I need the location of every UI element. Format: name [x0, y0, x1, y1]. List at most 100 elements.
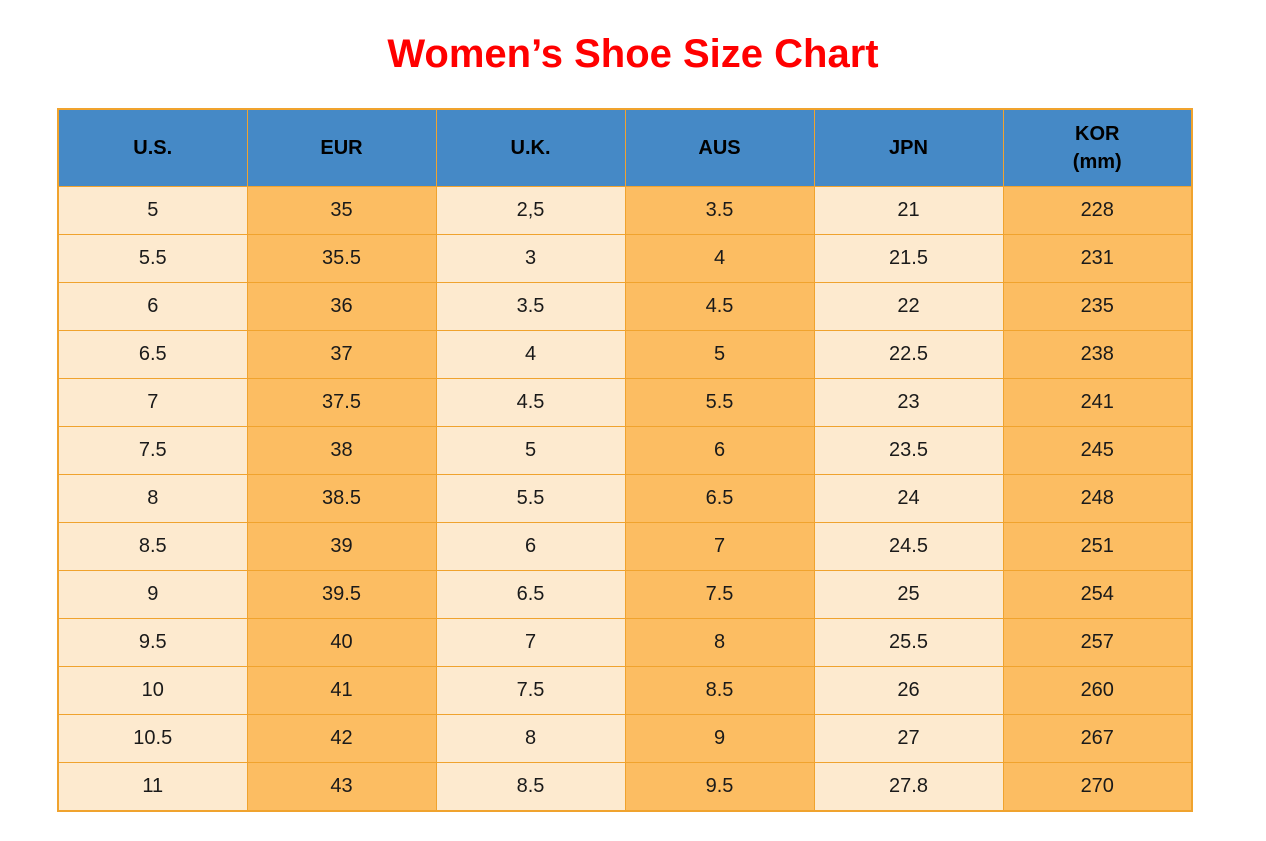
- column-header-aus: AUS: [624, 108, 815, 187]
- size-cell: 7: [624, 522, 815, 571]
- size-cell: 8.5: [435, 762, 626, 812]
- size-cell: 40: [246, 618, 437, 667]
- size-cell: 8: [624, 618, 815, 667]
- table-row: 9 39.5 6.5 7.5 25 254: [57, 570, 1193, 619]
- size-cell: 23: [813, 378, 1004, 427]
- size-cell: 38: [246, 426, 437, 475]
- size-cell: 8: [57, 474, 248, 523]
- size-cell: 9.5: [624, 762, 815, 812]
- size-cell: 21.5: [813, 234, 1004, 283]
- size-cell: 3.5: [435, 282, 626, 331]
- size-cell: 245: [1002, 426, 1193, 475]
- table-row: 5.5 35.5 3 4 21.5 231: [57, 234, 1193, 283]
- size-cell: 43: [246, 762, 437, 812]
- size-cell: 35.5: [246, 234, 437, 283]
- table-row: 6 36 3.5 4.5 22 235: [57, 282, 1193, 331]
- size-cell: 26: [813, 666, 1004, 715]
- column-header-uk: U.K.: [435, 108, 626, 187]
- size-cell: 251: [1002, 522, 1193, 571]
- size-cell: 24.5: [813, 522, 1004, 571]
- table-row: 5 35 2,5 3.5 21 228: [57, 186, 1193, 235]
- size-cell: 27.8: [813, 762, 1004, 812]
- size-cell: 4: [435, 330, 626, 379]
- size-cell: 6.5: [57, 330, 248, 379]
- size-cell: 7.5: [435, 666, 626, 715]
- size-cell: 11: [57, 762, 248, 812]
- size-cell: 35: [246, 186, 437, 235]
- size-cell: 10.5: [57, 714, 248, 763]
- table-row: 8.5 39 6 7 24.5 251: [57, 522, 1193, 571]
- table-row: 6.5 37 4 5 22.5 238: [57, 330, 1193, 379]
- size-cell: 23.5: [813, 426, 1004, 475]
- size-cell: 6.5: [624, 474, 815, 523]
- size-cell: 27: [813, 714, 1004, 763]
- size-cell: 7: [435, 618, 626, 667]
- column-header-kor: KOR (mm): [1002, 108, 1193, 187]
- size-cell: 22: [813, 282, 1004, 331]
- size-cell: 3: [435, 234, 626, 283]
- size-cell: 248: [1002, 474, 1193, 523]
- table-body: 5 35 2,5 3.5 21 228 5.5 35.5 3 4 21.5 231 6 36 3.5 4.5 2…: [57, 186, 1193, 812]
- page-title: Women’s Shoe Size Chart: [387, 32, 879, 76]
- size-cell: 5.5: [57, 234, 248, 283]
- size-cell: 7: [57, 378, 248, 427]
- size-cell: 25: [813, 570, 1004, 619]
- size-cell: 39.5: [246, 570, 437, 619]
- size-cell: 37.5: [246, 378, 437, 427]
- size-cell: 9.5: [57, 618, 248, 667]
- size-cell: 41: [246, 666, 437, 715]
- column-header-eur: EUR: [246, 108, 437, 187]
- size-cell: 228: [1002, 186, 1193, 235]
- size-cell: 4.5: [435, 378, 626, 427]
- size-cell: 5: [435, 426, 626, 475]
- table-row: 7.5 38 5 6 23.5 245: [57, 426, 1193, 475]
- column-header-jpn: JPN: [813, 108, 1004, 187]
- size-cell: 5.5: [624, 378, 815, 427]
- size-cell: 25.5: [813, 618, 1004, 667]
- size-cell: 235: [1002, 282, 1193, 331]
- size-cell: 8.5: [624, 666, 815, 715]
- size-cell: 254: [1002, 570, 1193, 619]
- table-row: 10.5 42 8 9 27 267: [57, 714, 1193, 763]
- size-cell: 6: [435, 522, 626, 571]
- table-row: 8 38.5 5.5 6.5 24 248: [57, 474, 1193, 523]
- size-cell: 6.5: [435, 570, 626, 619]
- table-row: 11 43 8.5 9.5 27.8 270: [57, 762, 1193, 812]
- size-cell: 270: [1002, 762, 1193, 812]
- size-cell: 6: [624, 426, 815, 475]
- table-header: U.S. EUR U.K. AUS JPN KOR (mm): [57, 108, 1193, 187]
- size-cell: 39: [246, 522, 437, 571]
- size-cell: 241: [1002, 378, 1193, 427]
- table-row: 7 37.5 4.5 5.5 23 241: [57, 378, 1193, 427]
- size-cell: 231: [1002, 234, 1193, 283]
- size-cell: 9: [57, 570, 248, 619]
- size-cell: 24: [813, 474, 1004, 523]
- size-cell: 8.5: [57, 522, 248, 571]
- size-cell: 4: [624, 234, 815, 283]
- size-cell: 2,5: [435, 186, 626, 235]
- size-cell: 8: [435, 714, 626, 763]
- size-cell: 257: [1002, 618, 1193, 667]
- size-cell: 267: [1002, 714, 1193, 763]
- size-cell: 7.5: [624, 570, 815, 619]
- size-cell: 5.5: [435, 474, 626, 523]
- table-row: 10 41 7.5 8.5 26 260: [57, 666, 1193, 715]
- size-cell: 36: [246, 282, 437, 331]
- size-cell: 38.5: [246, 474, 437, 523]
- size-cell: 6: [57, 282, 248, 331]
- size-cell: 10: [57, 666, 248, 715]
- size-cell: 5: [624, 330, 815, 379]
- size-cell: 238: [1002, 330, 1193, 379]
- size-cell: 21: [813, 186, 1004, 235]
- header-row: U.S. EUR U.K. AUS JPN KOR (mm): [57, 108, 1193, 187]
- table-row: 9.5 40 7 8 25.5 257: [57, 618, 1193, 667]
- size-cell: 4.5: [624, 282, 815, 331]
- size-cell: 9: [624, 714, 815, 763]
- size-cell: 3.5: [624, 186, 815, 235]
- size-cell: 22.5: [813, 330, 1004, 379]
- column-header-us: U.S.: [57, 108, 248, 187]
- size-cell: 7.5: [57, 426, 248, 475]
- size-cell: 260: [1002, 666, 1193, 715]
- size-cell: 5: [57, 186, 248, 235]
